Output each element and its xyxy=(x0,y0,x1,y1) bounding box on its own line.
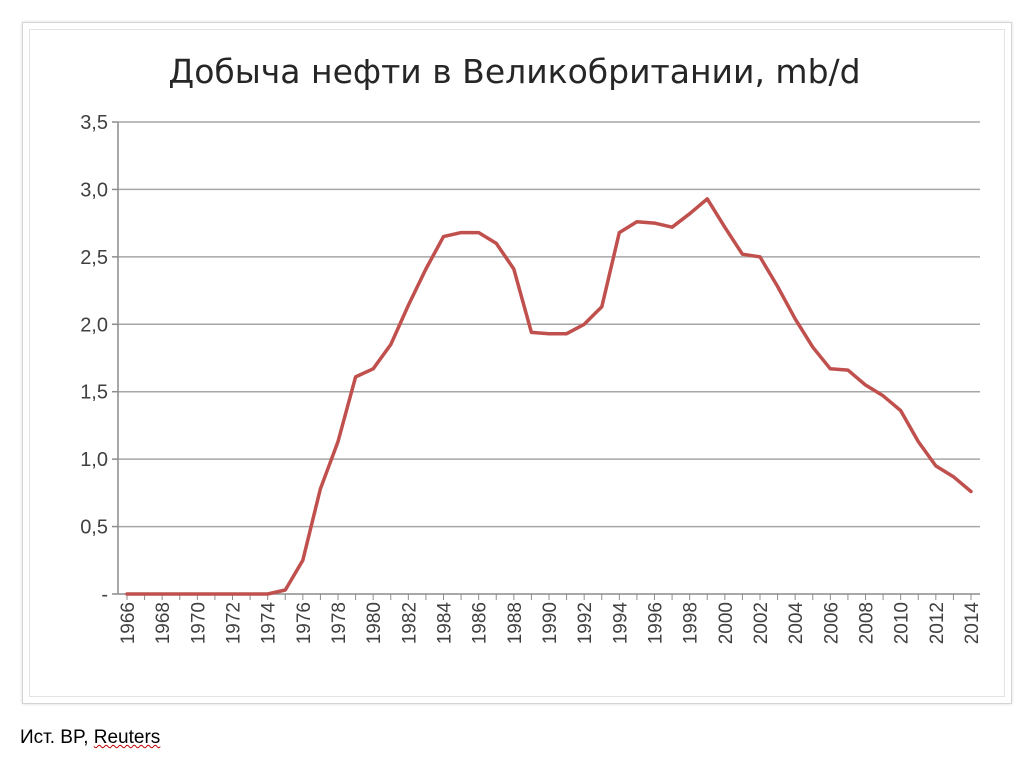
x-tick-label: 2000 xyxy=(716,602,737,644)
x-tick-label: 1988 xyxy=(505,602,526,644)
x-tick-label: 2012 xyxy=(927,602,948,644)
x-tick-label: 1982 xyxy=(399,602,420,644)
x-tick-label: 2014 xyxy=(962,602,983,645)
x-tick-label: 1984 xyxy=(435,602,456,645)
x-tick-label: 2006 xyxy=(821,602,842,644)
axes xyxy=(112,121,980,600)
x-tick-label: 1976 xyxy=(294,602,315,644)
x-tick-labels: 1966 1968 1970 1972 1974 1976 1978 1980 1982 1984… xyxy=(118,602,983,645)
y-tick-label: 1,0 xyxy=(80,449,108,471)
chart-title: Добыча нефти в Великобритании, mb/d xyxy=(168,52,861,91)
series xyxy=(125,197,973,596)
y-tick-label: 2,0 xyxy=(80,314,108,336)
chart-frame xyxy=(22,22,1012,704)
source-name: Reuters xyxy=(93,727,161,748)
source-prefix: Ист. BP, xyxy=(20,727,94,748)
x-tick-label: 2008 xyxy=(857,602,878,644)
y-tick-label: 1,5 xyxy=(80,382,108,404)
x-tick-label: 1966 xyxy=(118,602,139,644)
oil-production-line xyxy=(125,197,973,596)
x-tick-label: 2010 xyxy=(892,602,913,644)
x-tick-label: 1998 xyxy=(681,602,702,644)
y-tick-label: 3,5 xyxy=(80,112,108,134)
x-tick-label: 1972 xyxy=(224,602,245,644)
x-tick-label: 2002 xyxy=(751,602,772,644)
y-tick-label: 3,0 xyxy=(80,179,108,201)
gridlines xyxy=(118,121,980,528)
y-tick-labels: - 0,5 1,0 1,5 2,0 2,5 3,0 3,5 xyxy=(80,112,108,606)
x-tick-label: 1990 xyxy=(540,602,561,644)
source-note: Ист. BP, Reuters xyxy=(20,727,160,749)
x-tick-label: 1970 xyxy=(188,602,209,644)
x-tick-label: 1994 xyxy=(610,602,631,645)
x-tick-label: 1980 xyxy=(364,602,385,644)
x-tick-label: 1992 xyxy=(575,602,596,644)
x-tick-label: 1996 xyxy=(646,602,667,644)
x-tick-label: 1986 xyxy=(470,602,491,644)
x-tick-label: 1974 xyxy=(259,602,280,645)
y-tick-label: - xyxy=(101,584,108,606)
x-tick-label: 2004 xyxy=(786,602,807,645)
y-tick-label: 2,5 xyxy=(80,247,108,269)
y-tick-label: 0,5 xyxy=(80,517,108,539)
x-tick-label: 1968 xyxy=(153,602,174,644)
chart-frame-inner xyxy=(29,29,1005,697)
x-tick-label: 1978 xyxy=(329,602,350,644)
